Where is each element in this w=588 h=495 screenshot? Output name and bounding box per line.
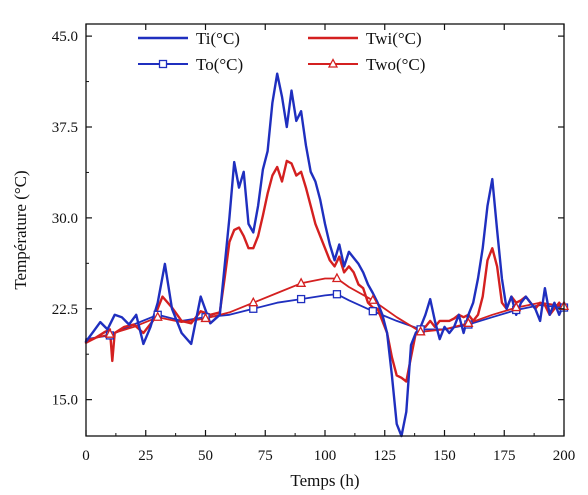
x-tick-label: 0 bbox=[82, 448, 90, 464]
two-triangle-marker bbox=[200, 312, 211, 323]
x-tick-label: 50 bbox=[198, 448, 213, 464]
x-axis-ticks: 0 25 50 75 100 125 150 175 200 bbox=[82, 24, 575, 464]
legend-item: To(°C) bbox=[138, 55, 243, 74]
legend-label: Ti(°C) bbox=[196, 29, 240, 48]
plot-lines bbox=[84, 72, 566, 438]
legend-label: Twi(°C) bbox=[366, 29, 422, 48]
legend-marker bbox=[327, 58, 339, 68]
x-tick-label: 150 bbox=[433, 448, 456, 464]
y-tick-label: 30.0 bbox=[52, 211, 78, 227]
y-tick-label: 37.5 bbox=[52, 120, 78, 136]
two-triangle-marker bbox=[415, 325, 426, 336]
two-triangle-marker bbox=[331, 272, 343, 283]
y-tick-label: 45.0 bbox=[52, 29, 78, 45]
legend: Ti(°C) Twi(°C) To(°C) Two(°C) bbox=[138, 29, 425, 74]
x-tick-label: 100 bbox=[314, 448, 337, 464]
two-triangle-marker bbox=[463, 317, 474, 327]
legend-marker bbox=[158, 59, 168, 69]
to-square-marker bbox=[368, 307, 377, 316]
two-triangle-marker bbox=[104, 328, 115, 338]
x-axis-label: Temps (h) bbox=[290, 471, 359, 490]
x-tick-label: 125 bbox=[374, 448, 397, 464]
legend-item: Twi(°C) bbox=[308, 29, 422, 48]
two-triangle-marker bbox=[152, 311, 163, 321]
two-triangle-marker bbox=[367, 294, 378, 304]
y-tick-label: 22.5 bbox=[52, 302, 78, 318]
series-line bbox=[85, 277, 565, 342]
legend-item: Two(°C) bbox=[308, 55, 425, 74]
series-line bbox=[84, 159, 566, 383]
x-tick-label: 75 bbox=[258, 448, 273, 464]
legend-item: Ti(°C) bbox=[138, 29, 240, 48]
x-tick-label: 25 bbox=[138, 448, 153, 464]
two-triangle-marker bbox=[248, 296, 259, 307]
legend-label: Two(°C) bbox=[366, 55, 425, 74]
y-tick-label: 15.0 bbox=[52, 393, 78, 409]
to-square-marker bbox=[332, 290, 342, 299]
series-line bbox=[84, 72, 566, 438]
series-line bbox=[85, 293, 565, 341]
series-markers bbox=[104, 272, 570, 340]
two-triangle-marker bbox=[296, 277, 307, 287]
x-tick-label: 200 bbox=[553, 448, 576, 464]
plot-frame bbox=[85, 23, 565, 437]
y-axis-label: Température (°C) bbox=[11, 170, 30, 289]
legend-label: To(°C) bbox=[196, 55, 243, 74]
to-square-marker bbox=[296, 294, 306, 304]
two-triangle-marker bbox=[511, 301, 522, 312]
x-tick-label: 175 bbox=[493, 448, 516, 464]
y-axis-ticks: 15.0 22.5 30.0 37.5 45.0 bbox=[52, 29, 564, 409]
